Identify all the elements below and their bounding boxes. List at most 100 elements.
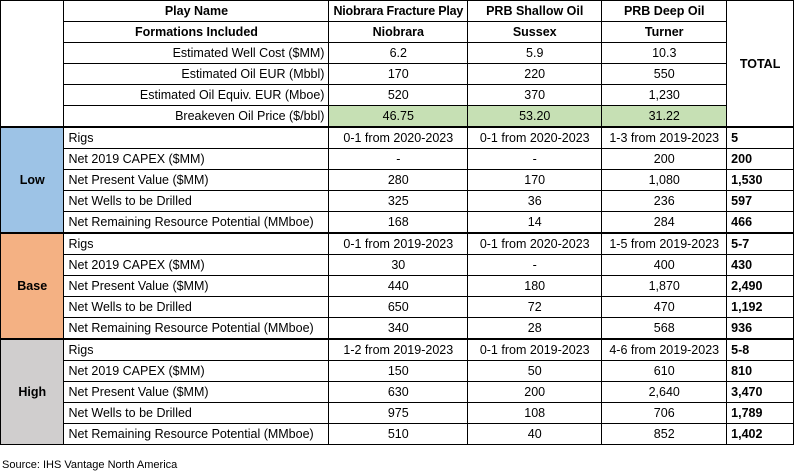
metric-value: 36 bbox=[467, 190, 603, 212]
scenario-row: Net Remaining Resource Potential (MMboe)… bbox=[1, 423, 794, 445]
metric-value: 0-1 from 2019-2023 bbox=[467, 338, 603, 361]
scenario-row: Net Remaining Resource Potential (MMboe)… bbox=[1, 317, 794, 340]
metric-total: 810 bbox=[726, 360, 794, 382]
property-label: Estimated Oil EUR (Mbbl) bbox=[63, 63, 330, 85]
breakeven-value: 31.22 bbox=[601, 105, 728, 128]
metric-value: - bbox=[467, 148, 603, 170]
metric-value: 200 bbox=[601, 148, 728, 170]
scenario-row: Net 2019 CAPEX ($MM) 150 50 610 810 bbox=[1, 360, 794, 382]
property-row: Estimated Oil Equiv. EUR (Mboe) 520 370 … bbox=[1, 84, 794, 106]
metric-value: 40 bbox=[467, 423, 603, 445]
header-row-formations: Formations Included Niobrara Sussex Turn… bbox=[1, 21, 794, 43]
property-row: Estimated Well Cost ($MM) 6.2 5.9 10.3 bbox=[1, 42, 794, 64]
metric-value: 28 bbox=[467, 317, 603, 340]
total-header: TOTAL bbox=[726, 0, 794, 128]
metric-label: Net 2019 CAPEX ($MM) bbox=[63, 148, 330, 170]
metric-value: 4-6 from 2019-2023 bbox=[601, 338, 728, 361]
metric-value: 1,080 bbox=[601, 169, 728, 191]
property-value: 5.9 bbox=[467, 42, 603, 64]
play-economics-table: Play Name Niobrara Fracture Play PRB Sha… bbox=[0, 0, 794, 445]
property-label: Estimated Well Cost ($MM) bbox=[63, 42, 330, 64]
property-value: 10.3 bbox=[601, 42, 728, 64]
metric-value: 0-1 from 2020-2023 bbox=[328, 126, 469, 149]
metric-value: 325 bbox=[328, 190, 469, 212]
metric-value: 284 bbox=[601, 211, 728, 234]
metric-total: 597 bbox=[726, 190, 794, 212]
metric-value: - bbox=[467, 254, 603, 276]
metric-label: Rigs bbox=[63, 338, 330, 361]
metric-value: 2,640 bbox=[601, 381, 728, 403]
metric-value: - bbox=[328, 148, 469, 170]
metric-value: 1,870 bbox=[601, 275, 728, 297]
metric-value: 170 bbox=[467, 169, 603, 191]
header-row-play-name: Play Name Niobrara Fracture Play PRB Sha… bbox=[0, 0, 794, 128]
scenario-label-base: Base bbox=[0, 232, 65, 340]
metric-total: 1,192 bbox=[726, 296, 794, 318]
metric-value: 610 bbox=[601, 360, 728, 382]
metric-value: 852 bbox=[601, 423, 728, 445]
metric-label: Net 2019 CAPEX ($MM) bbox=[63, 360, 330, 382]
metric-total: 1,789 bbox=[726, 402, 794, 424]
play-name-prb-deep: PRB Deep Oil bbox=[601, 0, 728, 22]
metric-label: Rigs bbox=[63, 126, 330, 149]
scenario-row: Net Remaining Resource Potential (MMboe)… bbox=[1, 211, 794, 234]
formation-niobrara: Niobrara bbox=[328, 21, 469, 43]
metric-value: 0-1 from 2020-2023 bbox=[467, 232, 603, 255]
metric-value: 1-3 from 2019-2023 bbox=[601, 126, 728, 149]
property-value: 170 bbox=[328, 63, 469, 85]
metric-value: 1-5 from 2019-2023 bbox=[601, 232, 728, 255]
property-label: Breakeven Oil Price ($/bbl) bbox=[63, 105, 330, 128]
property-value: 550 bbox=[601, 63, 728, 85]
metric-label: Net Present Value ($MM) bbox=[63, 169, 330, 191]
metric-value: 108 bbox=[467, 402, 603, 424]
scenario-row: Net 2019 CAPEX ($MM) - - 200 200 bbox=[1, 148, 794, 170]
metric-total: 936 bbox=[726, 317, 794, 340]
scenario-row: Low Rigs 0-1 from 2020-2023 0-1 from 202… bbox=[0, 126, 794, 234]
metric-value: 280 bbox=[328, 169, 469, 191]
metric-value: 975 bbox=[328, 402, 469, 424]
metric-value: 650 bbox=[328, 296, 469, 318]
metric-value: 200 bbox=[467, 381, 603, 403]
play-name-prb-shallow: PRB Shallow Oil bbox=[467, 0, 603, 22]
scenario-row: High Rigs 1-2 from 2019-2023 0-1 from 20… bbox=[0, 338, 794, 445]
metric-value: 510 bbox=[328, 423, 469, 445]
property-row: Estimated Oil EUR (Mbbl) 170 220 550 bbox=[1, 63, 794, 85]
metric-value: 14 bbox=[467, 211, 603, 234]
scenario-label-high: High bbox=[0, 338, 65, 445]
metric-label: Rigs bbox=[63, 232, 330, 255]
scenario-row: Net Present Value ($MM) 280 170 1,080 1,… bbox=[1, 169, 794, 191]
property-value: 6.2 bbox=[328, 42, 469, 64]
property-label: Estimated Oil Equiv. EUR (Mboe) bbox=[63, 84, 330, 106]
metric-total: 1,402 bbox=[726, 423, 794, 445]
metric-label: Net Wells to be Drilled bbox=[63, 402, 330, 424]
property-row-breakeven: Breakeven Oil Price ($/bbl) 46.75 53.20 … bbox=[1, 105, 794, 128]
metric-total: 2,490 bbox=[726, 275, 794, 297]
metric-value: 440 bbox=[328, 275, 469, 297]
metric-label: Net Wells to be Drilled bbox=[63, 190, 330, 212]
play-name-niobrara: Niobrara Fracture Play bbox=[328, 0, 469, 22]
formations-label: Formations Included bbox=[63, 21, 330, 43]
metric-label: Net Remaining Resource Potential (MMboe) bbox=[63, 423, 330, 445]
metric-total: 5-7 bbox=[726, 232, 794, 255]
metric-value: 0-1 from 2019-2023 bbox=[328, 232, 469, 255]
metric-value: 340 bbox=[328, 317, 469, 340]
metric-value: 30 bbox=[328, 254, 469, 276]
metric-label: Net Present Value ($MM) bbox=[63, 381, 330, 403]
metric-total: 430 bbox=[726, 254, 794, 276]
metric-total: 466 bbox=[726, 211, 794, 234]
scenario-row: Net 2019 CAPEX ($MM) 30 - 400 430 bbox=[1, 254, 794, 276]
breakeven-value: 53.20 bbox=[467, 105, 603, 128]
metric-value: 150 bbox=[328, 360, 469, 382]
property-value: 1,230 bbox=[601, 84, 728, 106]
metric-value: 180 bbox=[467, 275, 603, 297]
scenario-label-low: Low bbox=[0, 126, 65, 234]
metric-label: Net 2019 CAPEX ($MM) bbox=[63, 254, 330, 276]
scenario-row: Net Present Value ($MM) 630 200 2,640 3,… bbox=[1, 381, 794, 403]
metric-value: 706 bbox=[601, 402, 728, 424]
metric-value: 72 bbox=[467, 296, 603, 318]
metric-label: Net Remaining Resource Potential (MMboe) bbox=[63, 211, 330, 234]
property-value: 370 bbox=[467, 84, 603, 106]
metric-total: 3,470 bbox=[726, 381, 794, 403]
metric-total: 5-8 bbox=[726, 338, 794, 361]
metric-label: Net Wells to be Drilled bbox=[63, 296, 330, 318]
